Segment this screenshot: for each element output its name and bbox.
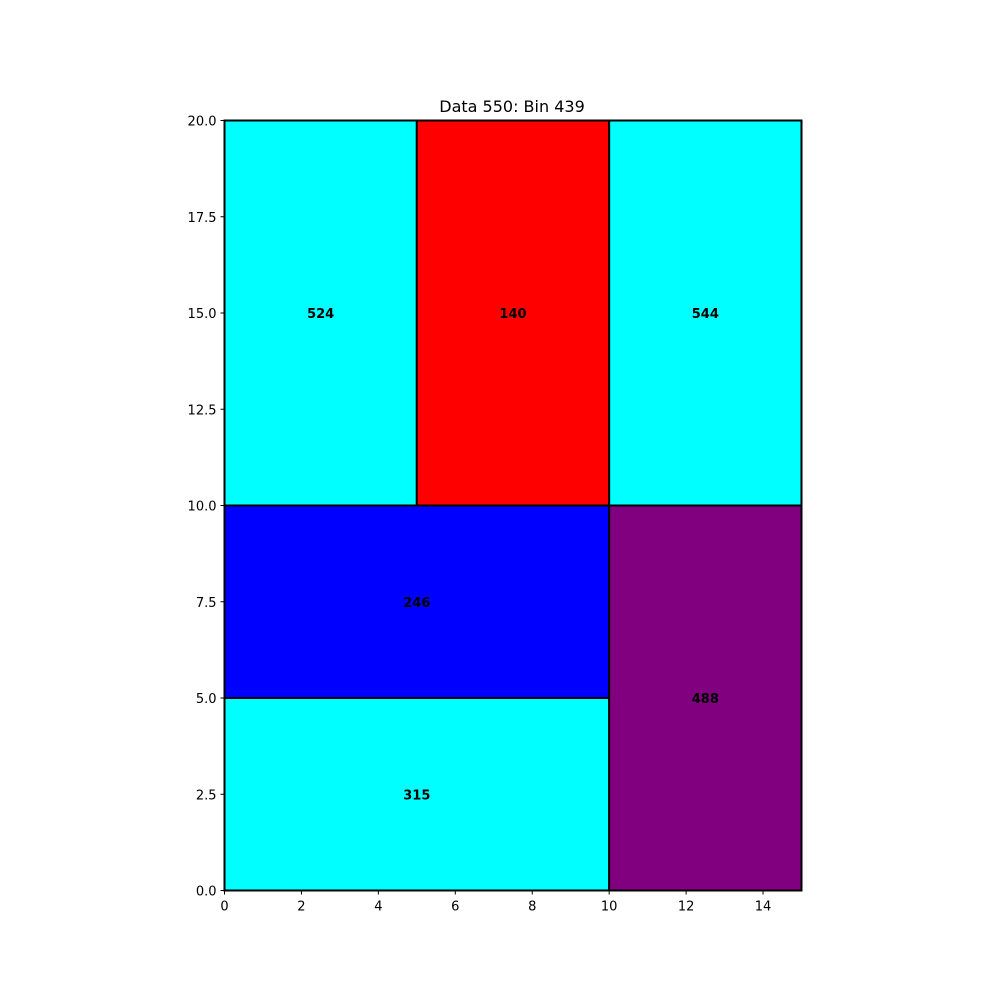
rect-246: [223, 504, 611, 699]
rect-label-488: 488: [692, 692, 719, 707]
rect-488: [608, 504, 803, 892]
y-tick-label: 0.0: [196, 885, 217, 900]
y-tick-label: 10.0: [188, 500, 217, 515]
rect-label-544: 544: [692, 307, 719, 322]
rect-524: [223, 119, 418, 507]
y-axis: 0.0 2.5 5.0 7.5 10.0 12.5 15.0 17.5 20.0: [188, 115, 225, 900]
rect-label-315: 315: [403, 788, 430, 803]
y-tick-label: 17.5: [188, 211, 217, 226]
x-tick-label: 12: [678, 900, 695, 915]
rect-label-246: 246: [403, 596, 430, 611]
chart-title: Data 550: Bin 439: [439, 97, 585, 116]
y-tick-label: 7.5: [196, 596, 217, 611]
x-tick-label: 14: [755, 900, 772, 915]
rect-label-140: 140: [499, 307, 526, 322]
x-tick-label: 10: [601, 900, 618, 915]
rect-labels-layer: 524 140 544 246 315 488: [307, 307, 719, 803]
rectangles-layer: [223, 119, 803, 892]
rect-label-524: 524: [307, 307, 334, 322]
y-tick-label: 12.5: [188, 403, 217, 418]
y-tick-label: 2.5: [196, 788, 217, 803]
y-tick-label: 20.0: [188, 115, 217, 130]
x-tick-label: 2: [297, 900, 305, 915]
y-tick-label: 15.0: [188, 307, 217, 322]
x-tick-label: 8: [528, 900, 536, 915]
x-tick-label: 4: [374, 900, 382, 915]
y-tick-label: 5.0: [196, 692, 217, 707]
x-tick-label: 6: [451, 900, 459, 915]
x-axis: 0 2 4 6 8 10 12 14: [220, 890, 772, 915]
rect-140: [415, 119, 611, 507]
rect-315: [223, 697, 611, 892]
x-tick-label: 0: [220, 900, 228, 915]
